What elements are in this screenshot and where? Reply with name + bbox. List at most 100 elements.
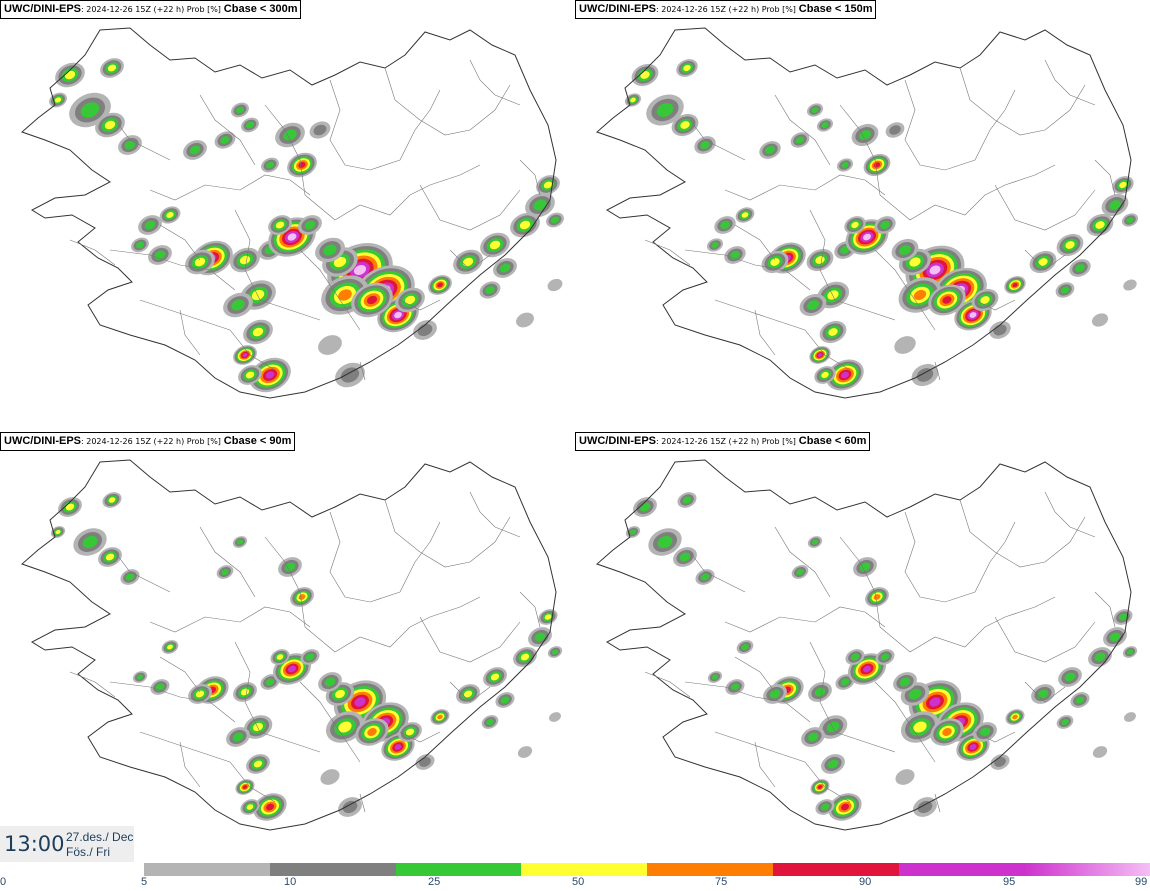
map-panel-cbase-300: UWC/DINI-EPS: 2024-12-26 15Z (+22 h) Pro… xyxy=(0,0,575,430)
probability-field xyxy=(853,557,877,577)
valid-weekday: Fös./ Fri xyxy=(66,845,110,859)
probability-field xyxy=(238,365,262,385)
scale-segment xyxy=(521,863,647,876)
region-boundary xyxy=(399,731,441,743)
region-boundary xyxy=(839,536,881,628)
probability-field xyxy=(102,492,122,508)
scale-tick-label: 25 xyxy=(428,876,441,888)
region-boundary xyxy=(264,536,306,628)
probability-field xyxy=(1056,715,1074,729)
probability-field xyxy=(298,215,322,235)
panel-title: UWC/DINI-EPS: 2024-12-26 15Z (+22 h) Pro… xyxy=(0,432,296,451)
probability-field xyxy=(865,587,889,607)
probability-field xyxy=(481,715,499,729)
region-boundary xyxy=(449,249,491,271)
scale-tick-label: 95 xyxy=(1003,876,1016,888)
probability-field xyxy=(232,536,248,548)
probability-field xyxy=(318,335,342,355)
probability-field xyxy=(183,140,207,160)
probability-field xyxy=(351,282,393,318)
probability-field xyxy=(381,733,415,761)
probability-field xyxy=(161,640,179,654)
region-boundary xyxy=(469,59,521,106)
probability-field xyxy=(707,671,723,683)
probability-field xyxy=(1070,692,1090,708)
iceland-map xyxy=(596,27,1139,399)
probability-field xyxy=(891,238,919,262)
probability-field xyxy=(132,671,148,683)
probability-field xyxy=(233,345,257,365)
region-boundary xyxy=(724,174,886,201)
probability-field xyxy=(1092,746,1108,758)
region-boundary xyxy=(959,499,1086,568)
region-boundary xyxy=(1024,249,1066,271)
probability-field xyxy=(814,366,836,384)
probability-field xyxy=(100,58,124,78)
valid-time-box: 13:00 27.des./ Dec Fös./ Fri xyxy=(0,826,134,862)
probability-field xyxy=(243,319,273,345)
region-boundary xyxy=(714,299,851,371)
probability-field xyxy=(243,715,273,739)
probability-field xyxy=(677,492,697,508)
probability-field xyxy=(821,754,845,774)
region-boundary xyxy=(359,361,366,381)
region-boundary xyxy=(329,511,441,603)
region-boundary xyxy=(904,511,1016,603)
region-boundary xyxy=(774,94,831,166)
probability-field xyxy=(58,497,82,517)
probability-field xyxy=(1123,279,1137,291)
probability-field xyxy=(73,528,107,556)
probability-field xyxy=(673,547,697,567)
probability-field xyxy=(309,121,331,139)
probability-field xyxy=(1005,709,1025,725)
probability-field xyxy=(1091,313,1109,327)
probability-field xyxy=(270,649,290,665)
probability-color-scale xyxy=(144,863,1150,876)
probability-field xyxy=(759,141,781,159)
probability-field xyxy=(900,711,940,743)
region-boundary xyxy=(959,67,1086,136)
probability-field xyxy=(631,63,659,87)
probability-field xyxy=(928,284,966,316)
probability-field xyxy=(120,569,140,585)
probability-field xyxy=(826,359,864,391)
region-boundary xyxy=(149,174,311,201)
probability-field xyxy=(1069,259,1091,277)
region-boundary xyxy=(359,793,366,813)
probability-field xyxy=(706,238,724,252)
probability-field xyxy=(808,682,832,702)
probability-field xyxy=(1124,712,1136,722)
probability-field xyxy=(253,793,287,821)
region-boundary xyxy=(1024,681,1066,703)
probability-field xyxy=(318,672,342,692)
region-boundary xyxy=(114,551,171,593)
probability-field xyxy=(138,215,162,235)
region-boundary xyxy=(934,361,941,381)
probability-field xyxy=(834,241,856,259)
region-boundary xyxy=(689,119,746,161)
probability-field xyxy=(226,727,250,747)
probability-field xyxy=(844,216,866,234)
region-boundary xyxy=(644,239,691,266)
probability-field xyxy=(875,649,895,665)
probability-field xyxy=(816,118,834,132)
probability-field xyxy=(483,667,507,687)
iceland-map xyxy=(596,459,1138,831)
region-boundary xyxy=(904,79,1016,171)
region-boundary xyxy=(879,164,1056,221)
region-boundary xyxy=(734,224,776,261)
probability-field xyxy=(185,249,215,275)
scale-tick-label: 99 xyxy=(1135,876,1148,888)
probability-field xyxy=(695,569,715,585)
probability-field xyxy=(819,320,847,344)
region-boundary xyxy=(684,681,811,723)
probability-field xyxy=(148,245,172,265)
panel-title: UWC/DINI-EPS: 2024-12-26 15Z (+22 h) Pro… xyxy=(575,0,877,19)
probability-field xyxy=(413,320,437,340)
probability-field xyxy=(1004,276,1026,294)
region-boundary xyxy=(199,94,256,166)
probability-field xyxy=(1031,684,1055,704)
panel-title: UWC/DINI-EPS: 2024-12-26 15Z (+22 h) Pro… xyxy=(0,0,302,19)
probability-field xyxy=(235,779,255,795)
region-boundary xyxy=(974,731,1016,743)
